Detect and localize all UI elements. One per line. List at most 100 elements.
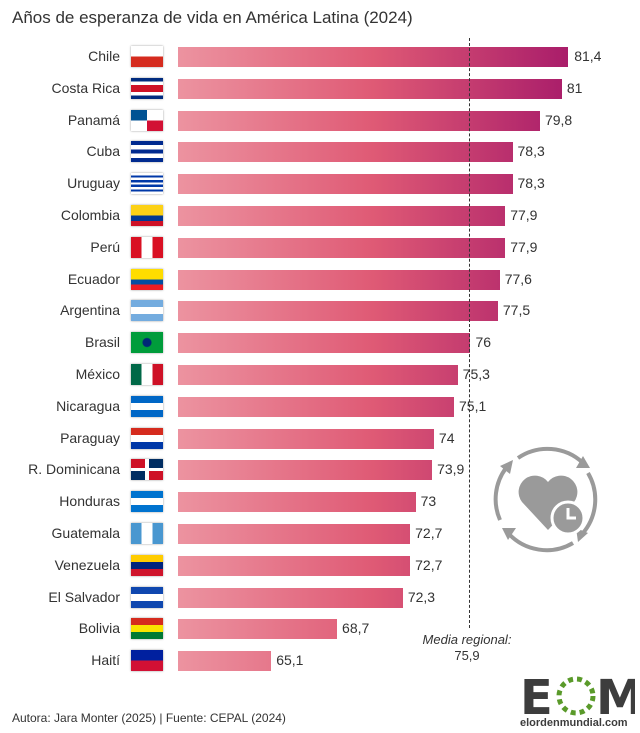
value-label: 73 bbox=[420, 493, 437, 510]
bar-row: Haití 65,1 bbox=[0, 650, 640, 672]
bar bbox=[178, 555, 411, 576]
flag-icon bbox=[131, 173, 163, 195]
flag-icon bbox=[131, 46, 163, 67]
bar-row: Guatemala 72,7 bbox=[0, 523, 640, 545]
country-label: Perú bbox=[90, 238, 120, 255]
country-label: Haití bbox=[91, 652, 120, 669]
bar bbox=[178, 365, 458, 385]
value-label: 76 bbox=[475, 334, 492, 351]
value-label: 81 bbox=[566, 79, 583, 96]
bar-row: Venezuela 72,7 bbox=[0, 554, 640, 577]
heart-clock-cycle-icon bbox=[493, 446, 598, 553]
bar bbox=[178, 237, 506, 258]
bar bbox=[178, 460, 433, 481]
bar-row: Bolivia 68,7 bbox=[0, 618, 640, 640]
country-label: Guatemala bbox=[51, 525, 120, 541]
country-label: Cuba bbox=[86, 143, 120, 160]
chart-title: Años de esperanza de vida en América Lat… bbox=[12, 8, 413, 27]
flag-icon bbox=[131, 77, 163, 99]
bar-row: Perú 77,9 bbox=[0, 236, 640, 259]
value-label: 72,7 bbox=[415, 525, 443, 541]
bar-row: R. Dominicana 73,9 bbox=[0, 459, 640, 481]
bar bbox=[178, 396, 455, 417]
flag-icon bbox=[131, 141, 163, 163]
bar-row: México 75,3 bbox=[0, 364, 640, 386]
flag-icon bbox=[131, 491, 163, 513]
country-label: México bbox=[75, 366, 120, 382]
flag-icon bbox=[131, 109, 163, 131]
bar bbox=[178, 619, 338, 640]
country-label: Paraguay bbox=[60, 429, 120, 446]
bar bbox=[178, 524, 411, 544]
flag-icon bbox=[131, 395, 163, 417]
regional-mean-line bbox=[468, 38, 470, 628]
bar bbox=[178, 651, 272, 672]
bar-row: Colombia 77,9 bbox=[0, 205, 640, 227]
bar bbox=[178, 269, 500, 290]
country-label: El Salvador bbox=[48, 588, 120, 605]
bar-row: Brasil 76 bbox=[0, 332, 640, 354]
flag-icon bbox=[131, 268, 163, 290]
bar bbox=[178, 428, 434, 449]
country-label: Chile bbox=[88, 48, 120, 64]
bar-row: Argentina 77,5 bbox=[0, 300, 640, 322]
value-label: 77,9 bbox=[510, 207, 538, 223]
value-label: 78,3 bbox=[517, 175, 545, 192]
bar-row: Nicaragua 75,1 bbox=[0, 395, 640, 418]
flag-icon bbox=[131, 364, 163, 385]
value-label: 72,7 bbox=[415, 556, 443, 573]
bar bbox=[178, 587, 403, 608]
bar bbox=[178, 47, 570, 67]
bar bbox=[178, 110, 540, 131]
bar-row: Ecuador 77,6 bbox=[0, 268, 640, 291]
value-label: 72,3 bbox=[407, 588, 436, 605]
value-label: 75,3 bbox=[462, 366, 490, 382]
bar bbox=[178, 333, 471, 354]
bar bbox=[178, 174, 513, 195]
flag-icon bbox=[131, 650, 163, 672]
country-label: Uruguay bbox=[67, 175, 120, 192]
flag-icon bbox=[131, 523, 163, 544]
bar-row: Costa Rica 81 bbox=[0, 77, 640, 100]
value-label: 79,8 bbox=[544, 111, 573, 128]
country-label: R. Dominicana bbox=[28, 461, 120, 478]
bar bbox=[178, 78, 562, 99]
value-label: 74 bbox=[438, 429, 455, 446]
bar-row: Honduras 73 bbox=[0, 491, 640, 513]
bar bbox=[178, 142, 513, 163]
country-label: Bolivia bbox=[78, 620, 120, 637]
country-label: Panamá bbox=[67, 111, 120, 128]
flag-icon bbox=[131, 459, 163, 481]
flag-icon bbox=[131, 332, 163, 354]
source-footer: Autora: Jara Monter (2025) | Fuente: CEP… bbox=[12, 711, 286, 725]
flag-icon bbox=[131, 300, 163, 322]
country-label: Nicaragua bbox=[56, 397, 120, 414]
value-label: 77,6 bbox=[504, 270, 532, 287]
logo-url: elordenmundial.com bbox=[520, 717, 628, 729]
country-label: Brasil bbox=[84, 334, 120, 351]
flag-icon bbox=[131, 427, 163, 449]
flag-icon bbox=[131, 205, 163, 226]
bar bbox=[178, 492, 416, 513]
country-label: Argentina bbox=[60, 302, 120, 319]
bar-row: El Salvador 72,3 bbox=[0, 586, 640, 609]
flag-icon bbox=[131, 554, 163, 576]
value-label: 81,4 bbox=[574, 48, 602, 64]
value-label: 68,7 bbox=[342, 620, 370, 637]
bar bbox=[178, 206, 506, 226]
bar-row: Panamá 79,8 bbox=[0, 109, 640, 132]
eom-logo: E M elordenmundial.com bbox=[520, 670, 640, 730]
flag-icon bbox=[131, 586, 163, 608]
flag-icon bbox=[131, 618, 163, 640]
bar-row: Paraguay 74 bbox=[0, 427, 640, 450]
value-label: 75,1 bbox=[459, 397, 487, 414]
bar-row: Cuba 78,3 bbox=[0, 141, 640, 163]
regional-mean-label: Media regional: bbox=[422, 632, 512, 647]
bar-row: Uruguay 78,3 bbox=[0, 173, 640, 195]
value-label: 78,3 bbox=[517, 143, 545, 160]
value-label: 73,9 bbox=[437, 461, 465, 478]
svg-text:M: M bbox=[596, 670, 635, 726]
country-label: Ecuador bbox=[67, 270, 120, 287]
value-label: 77,9 bbox=[510, 238, 538, 255]
